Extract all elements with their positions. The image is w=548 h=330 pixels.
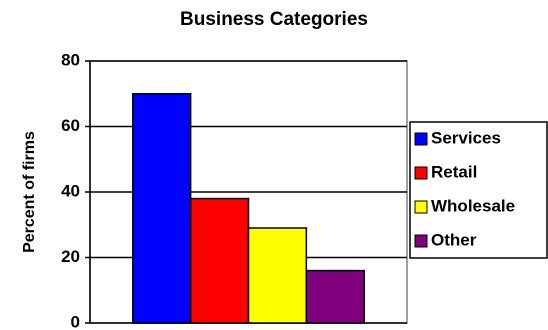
legend-label: Retail	[431, 162, 477, 181]
chart-title: Business Categories	[180, 9, 368, 30]
bar	[305, 269, 365, 324]
legend: Services Retail Wholesale Other	[409, 121, 548, 259]
legend-swatch	[414, 200, 428, 214]
legend-swatch	[414, 234, 428, 248]
bar	[189, 197, 250, 324]
bar	[132, 93, 192, 324]
y-axis-label: Percent of firms	[21, 131, 38, 253]
legend-label: Services	[431, 128, 501, 147]
legend-box	[409, 121, 548, 259]
legend-swatch	[414, 166, 428, 180]
y-tick-label: 0	[71, 312, 80, 330]
y-tick-label: 40	[61, 181, 80, 200]
y-tick-label: 60	[61, 116, 80, 135]
legend-label: Wholesale	[431, 196, 515, 215]
y-tick-label: 20	[61, 247, 80, 266]
y-tick-label: 80	[61, 50, 80, 69]
bar	[247, 227, 308, 324]
legend-label: Other	[431, 230, 477, 249]
legend-swatch	[414, 132, 428, 146]
